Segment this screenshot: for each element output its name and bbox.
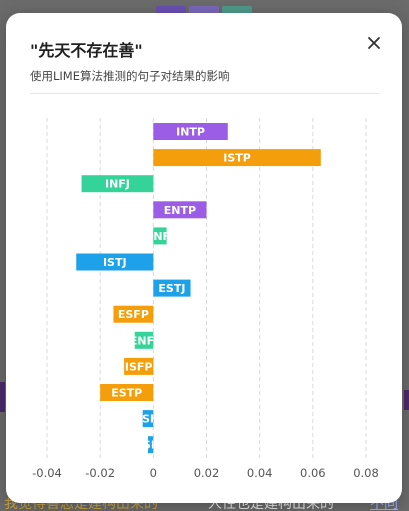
background-badge — [189, 6, 219, 16]
bar-rect[interactable] — [124, 357, 154, 375]
header-divider — [30, 93, 379, 94]
background-right-accent — [404, 390, 409, 410]
bar-istj[interactable]: ISTJ — [76, 253, 154, 271]
bar-label: INTP — [176, 126, 205, 139]
bar-label: ENTP — [164, 204, 196, 217]
bar-intp[interactable]: INTP — [153, 123, 228, 140]
bar-label: ISFJ — [139, 439, 163, 452]
background-badge — [222, 6, 252, 16]
background-badge — [156, 6, 186, 16]
bar-label: ISTJ — [103, 256, 127, 269]
bar-rect[interactable] — [142, 410, 154, 428]
bar-label: INFJ — [105, 178, 130, 191]
bar-enfj[interactable]: ENFJ — [130, 331, 158, 349]
x-tick-label: 0 — [150, 466, 157, 480]
bar-enfj[interactable]: ENFJ — [146, 227, 174, 245]
close-icon — [368, 37, 380, 49]
bar-label: ESFJ — [134, 413, 161, 426]
bar-rect[interactable] — [153, 149, 321, 167]
bar-rect[interactable] — [134, 331, 154, 349]
bar-rect[interactable] — [81, 175, 154, 193]
chart-grid — [46, 118, 367, 461]
bar-istp[interactable]: ISTP — [153, 149, 321, 167]
x-tick-label: 0.04 — [247, 466, 273, 480]
x-tick-label: 0.08 — [353, 466, 379, 480]
bar-isfp[interactable]: ISFP — [124, 357, 154, 375]
bar-label: ISFP — [125, 360, 153, 373]
chart-bars: INTP ISTP INFJ ENTP ENFJ ISTJ ESTJ ESFP ENFJ ISFP… — [76, 123, 321, 454]
x-tick-label: -0.02 — [85, 466, 115, 480]
bar-infj[interactable]: INFJ — [81, 175, 154, 193]
modal-title: "先天不存在善" — [30, 41, 143, 60]
bar-estj[interactable]: ESTJ — [153, 279, 191, 297]
bar-rect[interactable] — [148, 436, 154, 454]
background-badges — [156, 6, 252, 16]
bar-rect[interactable] — [153, 201, 207, 219]
bar-rect[interactable] — [113, 305, 154, 323]
bar-label: ESFP — [118, 308, 149, 321]
bar-esfj[interactable]: ESFJ — [134, 410, 161, 428]
bar-label: ESTJ — [158, 282, 185, 295]
bar-rect[interactable] — [76, 253, 154, 271]
bar-entp[interactable]: ENTP — [153, 201, 207, 219]
bar-estp[interactable]: ESTP — [100, 384, 154, 401]
modal-subtitle: 使用LIME算法推测的句子对结果的影响 — [30, 69, 230, 83]
bar-label: ESTP — [111, 387, 142, 400]
x-tick-label: 0.06 — [300, 466, 326, 480]
bar-isfj[interactable]: ISFJ — [139, 436, 163, 454]
lime-modal: "先天不存在善" 使用LIME算法推测的句子对结果的影响 INTP ISTP INF… — [6, 13, 402, 503]
lime-bar-chart: INTP ISTP INFJ ENTP ENFJ ISTJ ESTJ ESFP ENFJ ISFP… — [32, 118, 379, 480]
chart-ticks: -0.04 -0.02 0 0.02 0.04 0.06 0.08 — [32, 466, 379, 480]
bar-rect[interactable] — [153, 227, 167, 245]
bar-rect[interactable] — [153, 279, 191, 297]
x-tick-label: 0.02 — [194, 466, 220, 480]
bar-label: ENFJ — [130, 334, 158, 347]
bar-esfp[interactable]: ESFP — [113, 305, 154, 323]
background-left-accent — [0, 382, 5, 412]
x-tick-label: -0.04 — [32, 466, 62, 480]
close-button[interactable] — [362, 31, 386, 55]
bar-label: ENFJ — [146, 230, 174, 243]
bar-label: ISTP — [223, 152, 251, 165]
bar-rect[interactable] — [153, 123, 228, 140]
bar-rect[interactable] — [100, 384, 154, 401]
